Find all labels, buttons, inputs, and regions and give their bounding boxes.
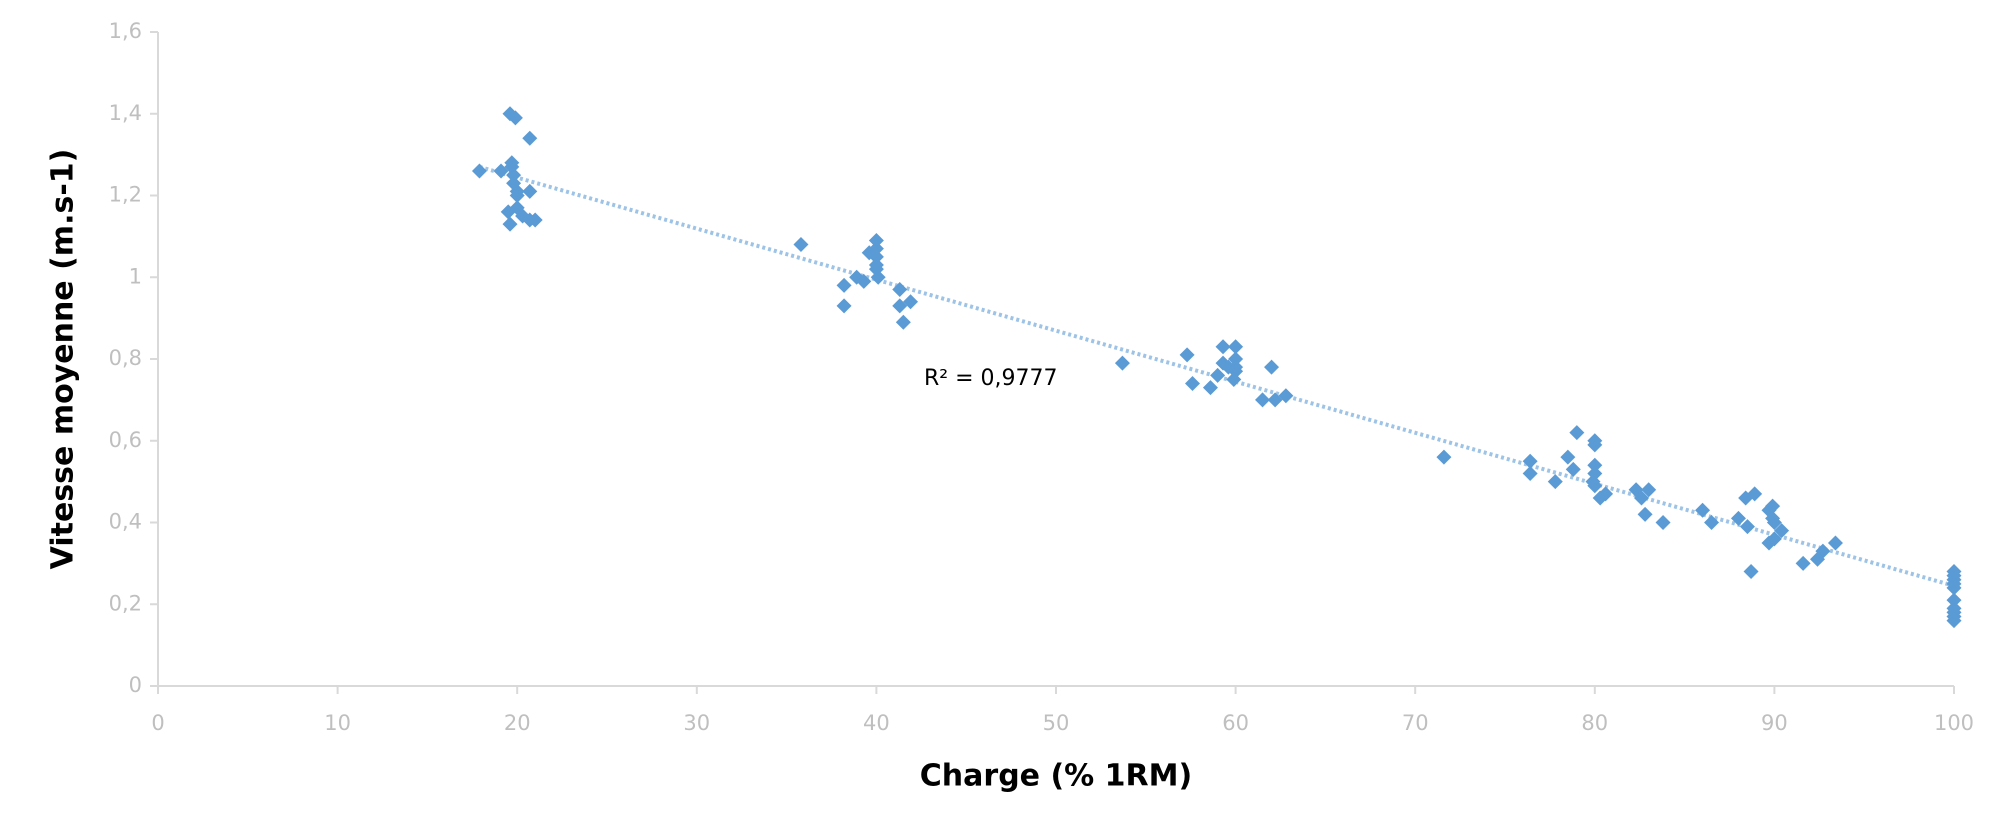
- x-axis-title: Charge (% 1RM): [920, 759, 1192, 794]
- data-point: [1747, 486, 1763, 502]
- data-point: [1587, 478, 1603, 494]
- data-point: [1179, 347, 1195, 363]
- data-point: [522, 183, 538, 199]
- x-tick-label: 90: [1761, 711, 1788, 735]
- data-point: [870, 269, 886, 285]
- data-point: [892, 298, 908, 314]
- data-point: [1436, 449, 1452, 465]
- data-point: [836, 298, 852, 314]
- data-point: [1264, 359, 1280, 375]
- data-point: [836, 277, 852, 293]
- data-point: [1739, 519, 1755, 535]
- y-tick-label: 0,4: [109, 510, 142, 534]
- r-squared-annotation: R² = 0,9777: [924, 366, 1058, 391]
- data-point: [1695, 502, 1711, 518]
- data-point: [1278, 388, 1294, 404]
- data-point: [506, 167, 522, 183]
- data-point: [1114, 355, 1130, 371]
- data-point: [1946, 613, 1962, 629]
- data-point: [502, 216, 518, 232]
- x-tick-label: 30: [683, 711, 710, 735]
- data-point: [1946, 580, 1962, 596]
- x-tick-label: 50: [1043, 711, 1070, 735]
- data-point: [1522, 465, 1538, 481]
- data-point: [1228, 339, 1244, 355]
- y-tick-label: 1: [129, 264, 142, 288]
- data-point: [1202, 380, 1218, 396]
- data-point: [1633, 490, 1649, 506]
- data-point: [1704, 515, 1720, 530]
- data-point: [868, 232, 884, 248]
- data-point: [509, 188, 525, 203]
- data-point: [1547, 474, 1563, 490]
- data-point: [1774, 523, 1790, 539]
- x-tick-label: 20: [504, 711, 531, 735]
- data-point: [1766, 531, 1782, 547]
- y-tick-label: 1,6: [109, 19, 142, 43]
- data-point: [1730, 510, 1746, 526]
- data-point: [471, 163, 487, 179]
- data-point: [1587, 437, 1603, 453]
- y-tick-label: 0,6: [109, 428, 142, 452]
- data-point: [1827, 535, 1843, 551]
- data-point: [895, 314, 911, 330]
- data-point: [1946, 592, 1962, 608]
- data-point: [1565, 461, 1581, 477]
- x-tick-label: 0: [151, 711, 164, 735]
- x-tick-label: 100: [1934, 711, 1974, 735]
- data-point: [1637, 506, 1653, 522]
- data-point: [1641, 482, 1657, 498]
- data-point: [1226, 371, 1242, 387]
- data-point: [868, 249, 884, 265]
- x-tick-label: 60: [1222, 711, 1249, 735]
- x-tick-label: 80: [1581, 711, 1608, 735]
- data-point: [1766, 515, 1782, 530]
- data-point: [1743, 564, 1759, 580]
- data-point: [856, 273, 872, 289]
- data-point: [892, 282, 908, 298]
- y-tick-label: 1,2: [109, 183, 142, 207]
- data-point: [1655, 515, 1671, 530]
- data-point: [522, 130, 538, 146]
- data-point: [1765, 498, 1781, 514]
- data-point: [1184, 376, 1200, 392]
- x-tick-label: 70: [1402, 711, 1429, 735]
- data-point: [1560, 449, 1576, 465]
- data-point: [868, 241, 884, 257]
- data-point: [507, 110, 523, 126]
- data-point: [1815, 543, 1831, 559]
- data-point: [1795, 555, 1811, 571]
- data-point: [1255, 392, 1271, 408]
- data-point: [1522, 453, 1538, 469]
- data-point: [1598, 486, 1614, 502]
- x-tick-label: 40: [863, 711, 890, 735]
- y-tick-label: 1,4: [109, 101, 142, 125]
- x-tick-label: 10: [324, 711, 351, 735]
- y-axis-title: Vitesse moyenne (m.s-1): [46, 149, 81, 570]
- data-point: [527, 212, 543, 228]
- y-tick-label: 0: [129, 673, 142, 697]
- data-point: [1569, 425, 1585, 441]
- y-tick-label: 0,8: [109, 346, 142, 370]
- data-point: [1210, 367, 1226, 383]
- data-point: [793, 237, 809, 253]
- data-point: [1587, 457, 1603, 473]
- data-point: [1215, 339, 1231, 355]
- data-point: [1228, 351, 1244, 367]
- y-tick-label: 0,2: [109, 591, 142, 615]
